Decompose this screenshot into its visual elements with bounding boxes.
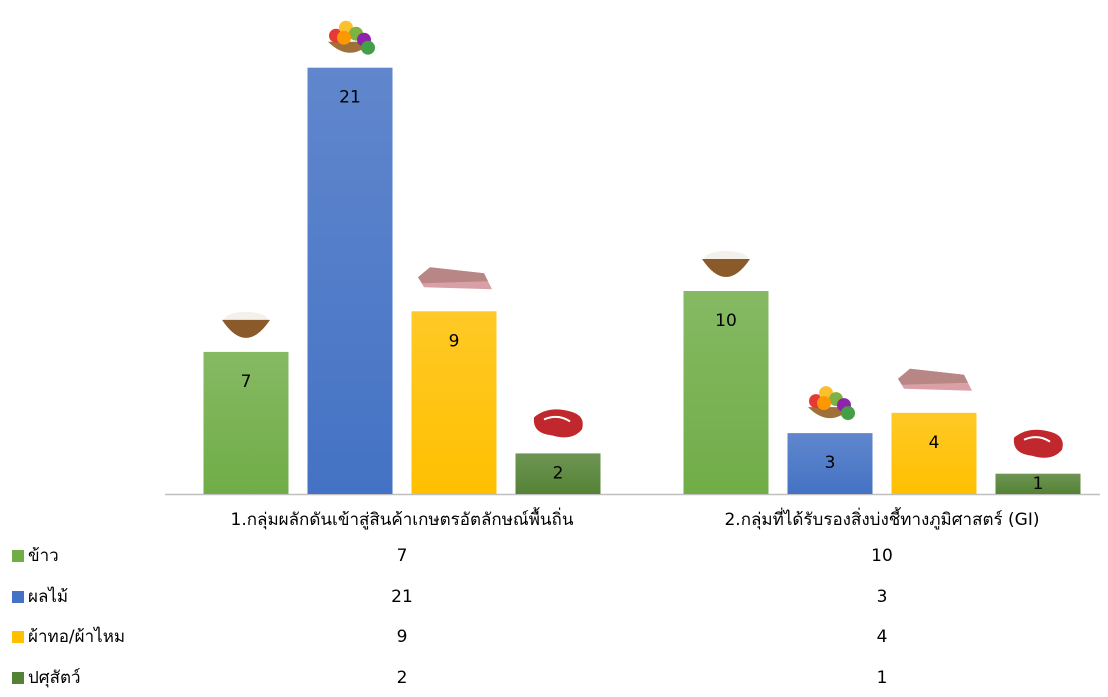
table-value: 21	[391, 587, 413, 607]
icon	[328, 20, 375, 55]
table-value: 4	[877, 627, 888, 647]
table-value: 10	[871, 546, 893, 566]
bar	[995, 473, 1081, 494]
bar	[515, 453, 601, 494]
data-label: 1	[1033, 474, 1044, 494]
legend-label: ผลไม้	[28, 586, 68, 607]
bar	[683, 291, 769, 494]
bar	[203, 351, 289, 494]
x-tick-label: 1.กลุ่มผลักดันเข้าสู่สินค้าเกษตรอัตลักษณ…	[231, 507, 574, 530]
data-label: 9	[449, 331, 460, 351]
icon	[418, 267, 492, 290]
icon	[222, 311, 270, 338]
icon	[1013, 429, 1063, 458]
icon	[808, 386, 855, 421]
legend-swatch	[12, 550, 24, 562]
legend-swatch	[12, 591, 24, 603]
data-label: 3	[825, 453, 836, 473]
table-value: 3	[877, 587, 888, 607]
table-value: 2	[397, 668, 408, 688]
legend-label: ปศุสัตว์	[28, 668, 81, 688]
bar	[891, 412, 977, 494]
icon	[898, 368, 972, 391]
legend-swatch	[12, 631, 24, 643]
bar	[411, 311, 497, 494]
icon	[533, 409, 583, 438]
data-label: 4	[929, 433, 940, 453]
x-tick-label: 2.กลุ่มที่ได้รับรองสิ่งบ่งชี้ทางภูมิศาสต…	[724, 507, 1039, 530]
legend-label: ข้าว	[28, 546, 59, 566]
bar	[787, 433, 873, 494]
bar	[307, 67, 393, 494]
table-value: 1	[877, 668, 888, 688]
icon	[702, 251, 750, 277]
data-label: 21	[339, 88, 361, 108]
legend-label: ผ้าทอ/ผ้าไหม	[28, 626, 125, 647]
table-value: 7	[397, 546, 408, 566]
data-label: 10	[715, 311, 737, 331]
data-label: 2	[553, 464, 564, 484]
data-label: 7	[241, 372, 252, 392]
table-value: 9	[397, 627, 408, 647]
legend-swatch	[12, 672, 24, 684]
